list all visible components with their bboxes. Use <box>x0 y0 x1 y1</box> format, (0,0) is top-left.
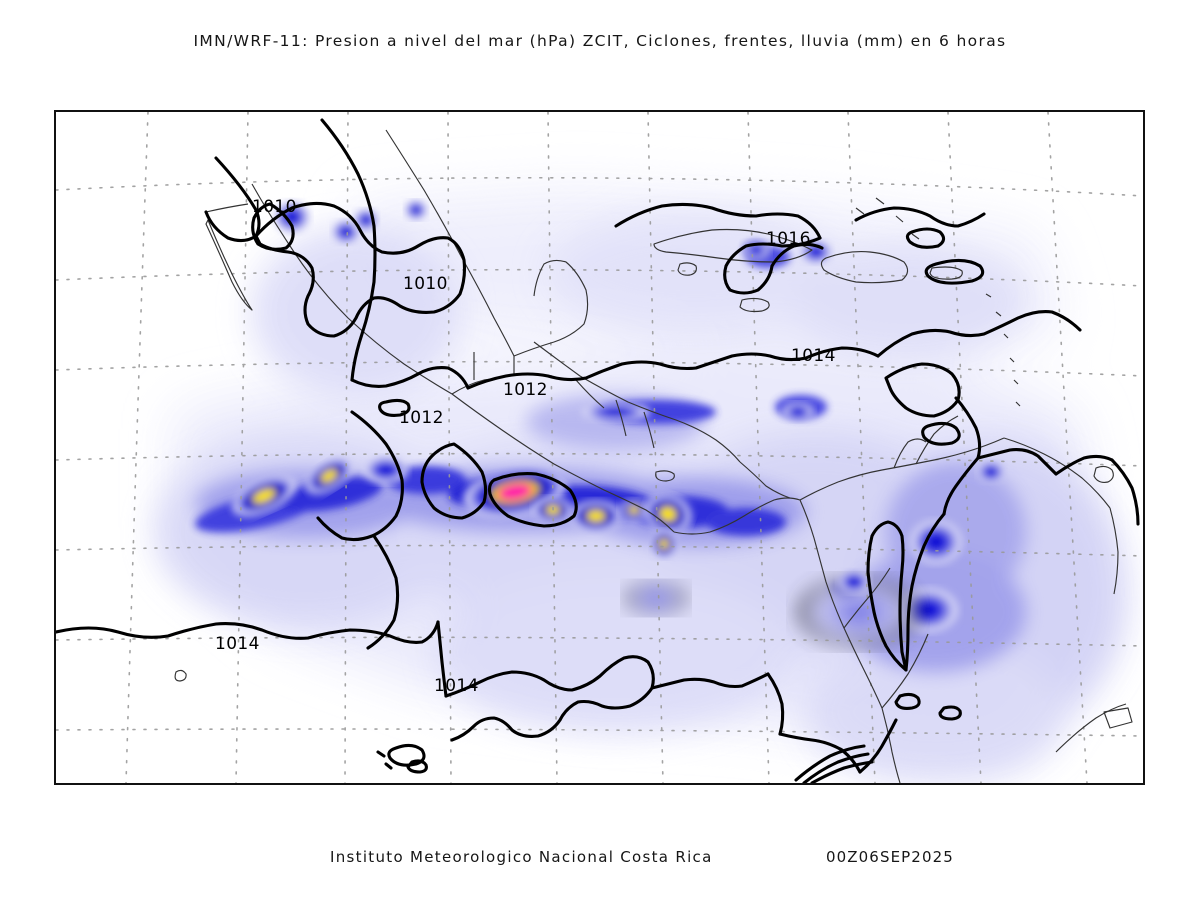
isobar-low-closed-a <box>387 743 426 767</box>
isobar-1012-cwest <box>350 410 404 538</box>
precip-core-caribbean-s <box>782 402 814 422</box>
isobar-col-closed-andes <box>866 520 908 672</box>
isobar-col-e <box>904 512 946 672</box>
isobar-1014-sw3 <box>444 655 655 742</box>
isobar-1012-small <box>378 398 411 417</box>
isobar-1014-s-ext3 <box>778 732 862 774</box>
precip-core-mexico-ne <box>405 200 427 220</box>
precip-core-itcz-east <box>570 500 622 532</box>
precip-core-mexico-nw <box>274 201 310 233</box>
isobar-1016-east <box>854 206 986 228</box>
isobar-1016-tail <box>770 242 824 268</box>
isobar-label: 1012 <box>503 380 548 400</box>
precip-core-colombia-env <box>798 578 918 646</box>
precip-core-pacific-n <box>582 402 650 422</box>
isobar-1014-sw <box>56 620 440 644</box>
weather-map-canvas: 1010 1010 1016 1014 1012 1012 1014 1014 <box>56 112 1143 783</box>
label-masks <box>249 198 293 216</box>
isobar-label-text: 1014 <box>434 676 479 696</box>
isobar-col-closed-g <box>938 705 962 721</box>
precip-cores <box>232 200 1005 646</box>
isobar-label: 1012 <box>399 408 444 428</box>
isobar-1014-s-ext2 <box>766 672 785 736</box>
isobar-label: 1010 <box>252 197 297 217</box>
isobar-1014-s-ext <box>650 672 770 690</box>
isobar-label-text: 1010 <box>252 197 297 217</box>
isobar-col-b <box>976 448 1058 476</box>
isobar-label-text: 1016 <box>766 229 811 249</box>
precip-core-itcz-east2 <box>619 499 649 521</box>
isobar-label: 1016 <box>766 229 811 249</box>
map-frame: 1010 1010 1016 1014 1012 1012 1014 1014 <box>54 110 1145 785</box>
precip-core-mexico-n <box>332 220 360 244</box>
precip-core-hispaniola <box>800 240 832 264</box>
isobar-bundle-2 <box>802 752 870 783</box>
isobar-low-closed-b <box>406 759 428 774</box>
isobar-bundle-3 <box>810 760 874 783</box>
precip-core-panama-bight <box>644 493 692 535</box>
isobar-labels: 1010 1010 1016 1014 1012 1012 1014 1014 <box>215 197 836 696</box>
precip-core-venez-e <box>977 461 1005 483</box>
isobar-label-text: 1010 <box>403 274 448 294</box>
isobar-right-edge <box>1110 458 1140 526</box>
isobar-col-c <box>1054 454 1114 476</box>
isobar-col-a <box>954 396 982 460</box>
isobar-label: 1010 <box>403 274 448 294</box>
isobar-1014-sw2 <box>436 620 448 698</box>
precip-core-pacific-west <box>232 475 296 517</box>
footer-institution: Instituto Meteorologico Nacional Costa R… <box>330 848 713 866</box>
isobar-1016-cuba <box>614 202 822 240</box>
page-title: IMN/WRF-11: Presion a nivel del mar (hPa… <box>193 32 1007 50</box>
isobar-label-text: 1012 <box>399 408 444 428</box>
graticule <box>56 112 1143 783</box>
isobar-1016-closed-b <box>924 258 985 285</box>
isobar-col-d <box>942 456 980 516</box>
precipitation-field <box>156 187 1126 782</box>
precip-core-panama-south <box>651 530 677 558</box>
precip-core-pacific-mid <box>305 457 353 495</box>
isobar-1012-itcz-a <box>420 442 488 520</box>
isobar-col-h <box>858 718 898 774</box>
isobars <box>56 118 1140 783</box>
isobar-label: 1014 <box>215 634 260 654</box>
isobar-label-text: 1014 <box>215 634 260 654</box>
precip-core-venezuela <box>838 570 870 594</box>
isobar-1014-carib-e <box>876 310 1082 358</box>
coastlines <box>174 129 1133 783</box>
precip-core-south-pac <box>626 582 686 614</box>
isobar-label-text: 1012 <box>503 380 548 400</box>
isobar-col-closed-f <box>894 692 921 710</box>
isobar-col-closed-b <box>921 421 961 446</box>
isobar-label: 1014 <box>791 346 836 366</box>
precip-core-colombia-n <box>910 520 962 564</box>
isobar-1016-loop <box>723 236 822 295</box>
isobar-1012-itcz-b <box>487 472 578 528</box>
isobar-1014-carib <box>466 346 880 390</box>
footer-valid-time: 00Z06SEP2025 <box>826 848 954 866</box>
isobar-low-ticks <box>376 750 393 770</box>
isobar-label-text: 1014 <box>791 346 836 366</box>
isobar-bundle-1 <box>794 744 866 782</box>
isobar-1012-cwest2 <box>316 516 374 542</box>
isobar-1012-west <box>320 118 377 382</box>
isobar-1010-main <box>254 201 467 338</box>
isobar-1012-bend <box>350 366 470 390</box>
isobar-1012-tail <box>366 534 400 650</box>
isobar-1016-closed-a <box>905 227 946 249</box>
isobar-label: 1014 <box>434 676 479 696</box>
